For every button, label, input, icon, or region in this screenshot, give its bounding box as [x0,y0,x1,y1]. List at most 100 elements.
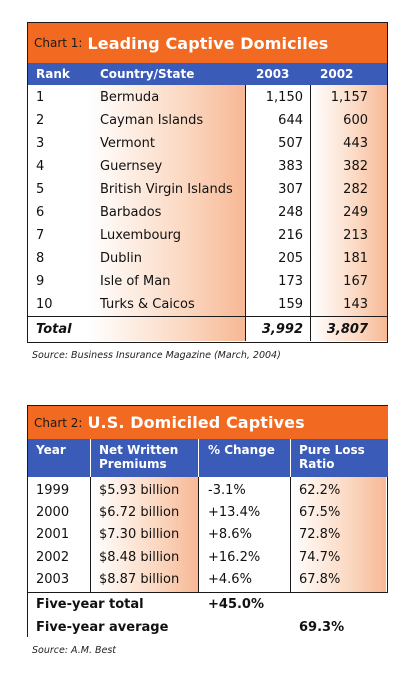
chart2-nwp-cell: $8.48 billion [99,549,180,565]
chart2-five-year-average-row: Five-year average 69.3% [28,616,388,638]
chart1-source: Source: Business Insurance Magazine (Mar… [32,350,281,361]
chart2-five-year-total-label: Five-year total [36,597,144,612]
chart1-country-cell: Vermont [100,136,155,151]
chart1-2003-cell: 644 [278,113,303,128]
chart1-2002-cell: 282 [343,182,368,197]
chart2-nwp-cell: $8.87 billion [99,572,180,588]
table-row: 2 Cayman Islands 644 600 [28,109,387,132]
chart2-card: Chart 2: U.S. Domiciled Captives Year Ne… [27,405,388,637]
chart1-2003-cell: 216 [278,228,303,243]
chart2-five-year-total-value: +45.0% [208,597,264,612]
table-row: 3 Vermont 507 443 [28,132,387,155]
chart2-year-cell: 2001 [36,527,70,543]
chart1-header-2003: 2003 [256,67,290,81]
chart2-year-cell: 2003 [36,572,70,588]
chart1-rank-cell: 1 [36,90,45,105]
chart1-rank-cell: 6 [36,205,45,220]
chart1-title: Leading Captive Domiciles [87,33,329,53]
table-row: 1 Bermuda 1,150 1,157 [28,86,387,109]
chart1-2002-cell: 600 [343,113,368,128]
chart1-rank-cell: 10 [36,297,53,312]
chart2-header-nwp-line2: Premiums [99,457,167,471]
chart1-2003-cell: 507 [278,136,303,151]
chart1-country-cell: Luxembourg [100,228,182,243]
chart1-2003-cell: 173 [278,274,303,289]
chart1-2002-cell: 213 [343,228,368,243]
chart1-total-row: Total 3,992 3,807 [28,316,387,341]
chart2-plr-cell: 74.7% [299,549,341,565]
chart1-rank-cell: 4 [36,159,45,174]
chart2-change-cell: +8.6% [208,527,252,543]
chart1-rank-cell: 9 [36,274,45,289]
chart1-header-rank: Rank [36,67,70,81]
chart2-label: Chart 2: [34,415,83,430]
chart2-change-cell: +13.4% [208,505,261,521]
chart1-2002-cell: 443 [343,136,368,151]
chart1-2003-cell: 1,150 [265,90,303,105]
chart1-country-cell: Turks & Caicos [100,297,195,312]
chart1-2002-cell: 1,157 [330,90,368,105]
chart1-2003-cell: 159 [278,297,303,312]
chart1-country-cell: Barbados [100,205,162,220]
table-row: 9 Isle of Man 173 167 [28,270,387,293]
chart1-country-cell: Guernsey [100,159,163,174]
chart1-rows: 1 Bermuda 1,150 1,157 2 Cayman Islands 644 600 3… [28,86,387,316]
chart1-header-row: Rank Country/State 2003 2002 [28,63,387,85]
table-row: 4 Guernsey 383 382 [28,155,387,178]
chart2-header-plr-line1: Pure Loss [299,443,365,457]
table-row: 5 British Virgin Islands 307 282 [28,178,387,201]
chart1-rank-cell: 5 [36,182,45,197]
table-row: 6 Barbados 248 249 [28,201,387,224]
chart2-header-plr: Pure Loss Ratio [299,443,365,471]
chart2-year-cell: 1999 [36,482,70,498]
chart1-2002-cell: 181 [343,251,368,266]
table-row: 2001 $7.30 billion +8.6% 72.8% [28,524,387,546]
chart2-five-year-total-row: Five-year total +45.0% [28,593,388,616]
chart1-2002-cell: 382 [343,159,368,174]
chart2-title: U.S. Domiciled Captives [87,413,305,432]
chart2-change-cell: -3.1% [208,482,246,498]
chart2-nwp-cell: $7.30 billion [99,527,180,543]
chart1-total-2003: 3,992 [261,321,303,337]
chart2-header-nwp: Net Written Premiums [99,443,178,471]
chart1-country-cell: Cayman Islands [100,113,204,128]
table-row: 7 Luxembourg 216 213 [28,224,387,247]
chart2-nwp-cell: $5.93 billion [99,482,180,498]
chart2-year-cell: 2000 [36,505,70,521]
table-row: 2003 $8.87 billion +4.6% 67.8% [28,569,387,591]
chart2-body: 1999 $5.93 billion -3.1% 62.2% 2000 $6.72 bil… [28,477,388,593]
chart1-header-country: Country/State [100,67,195,81]
chart1-rank-cell: 2 [36,113,45,128]
chart1-body: 1 Bermuda 1,150 1,157 2 Cayman Islands 644 600 3… [28,85,387,341]
chart2-plr-cell: 72.8% [299,527,341,543]
table-row: 8 Dublin 205 181 [28,247,387,270]
chart2-plr-cell: 67.8% [299,572,341,588]
chart2-header-row: Year Net Written Premiums % Change Pure … [28,439,388,477]
chart2-nwp-cell: $6.72 billion [99,505,180,521]
chart1-2003-cell: 307 [278,182,303,197]
chart2-header-plr-line2: Ratio [299,457,335,471]
chart1-total-label: Total [36,321,72,337]
chart2-plr-cell: 62.2% [299,482,341,498]
table-row: 2000 $6.72 billion +13.4% 67.5% [28,501,387,523]
chart1-country-cell: Dublin [100,251,142,266]
chart2-plr-cell: 67.5% [299,505,341,521]
chart2-header-nwp-line1: Net Written [99,443,179,457]
chart2-header-year: Year [36,443,66,457]
chart2-change-cell: +16.2% [208,549,261,565]
chart1-rank-cell: 7 [36,228,45,243]
chart1-label: Chart 1: [34,36,83,50]
chart1-total-2002: 3,807 [326,321,368,337]
chart1-rank-cell: 3 [36,136,45,151]
chart2-five-year-average-label: Five-year average [36,619,169,635]
chart2-source: Source: A.M. Best [32,645,117,656]
table-row: 1999 $5.93 billion -3.1% 62.2% [28,479,387,501]
table-row: 2002 $8.48 billion +16.2% 74.7% [28,546,387,568]
chart2-change-cell: +4.6% [208,572,252,588]
chart1-country-cell: Isle of Man [100,274,171,289]
chart1-2003-cell: 205 [278,251,303,266]
chart1-2002-cell: 167 [343,274,368,289]
chart1-rank-cell: 8 [36,251,45,266]
chart1-title-bar: Chart 1: Leading Captive Domiciles [28,23,387,63]
chart2-five-year-average-value: 69.3% [299,619,345,635]
